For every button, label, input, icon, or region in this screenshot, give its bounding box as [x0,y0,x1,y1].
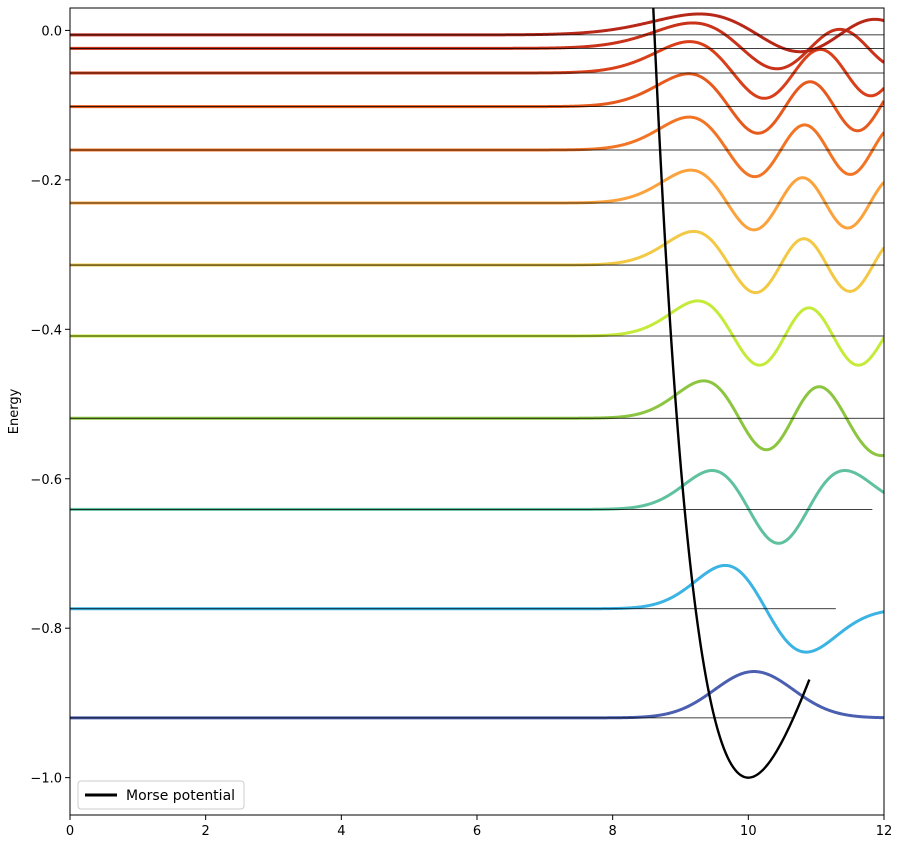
plot-frame [69,7,885,816]
y-tick-label: 0.0 [41,24,62,39]
wavefunction-curve-5 [70,229,884,295]
x-tick-label: 2 [202,824,210,839]
energy-level-layer [70,34,884,719]
x-axis-ticks: 0 2 4 6 8 10 12 [66,815,892,839]
wavefunction-layer [70,12,884,720]
potential-layer [652,8,811,779]
x-tick-label: 12 [876,824,893,839]
y-axis-ticks: −1.0 −0.8 −0.6 −0.4 −0.2 0.0 [30,24,70,787]
legend: Morse potential [77,780,245,810]
wavefunction-curve-0 [70,670,884,720]
y-tick-label: −0.6 [30,473,62,488]
wavefunction-curve-11 [70,12,884,54]
wavefunction-curve-9 [70,40,884,100]
x-tick-label: 4 [337,824,345,839]
wavefunction-curve-2 [70,469,884,545]
morse-potential-curve [652,8,811,779]
x-tick-label: 0 [66,824,74,839]
y-tick-label: −0.4 [30,323,62,338]
legend-box [77,780,245,810]
y-tick-label: −1.0 [30,772,62,787]
x-tick-label: 6 [473,824,481,839]
wavefunction-curve-6 [70,168,884,232]
legend-label-morse: Morse potential [126,788,235,804]
wavefunction-curve-10 [70,21,884,71]
x-tick-label: 10 [740,824,757,839]
wavefunction-curve-4 [70,299,884,367]
wavefunction-curve-8 [70,72,884,135]
x-tick-label: 8 [609,824,617,839]
y-tick-label: −0.2 [30,174,62,189]
y-tick-label: −0.8 [30,622,62,637]
y-axis-label: Energy [7,388,22,434]
wavefunction-curve-7 [70,115,884,179]
